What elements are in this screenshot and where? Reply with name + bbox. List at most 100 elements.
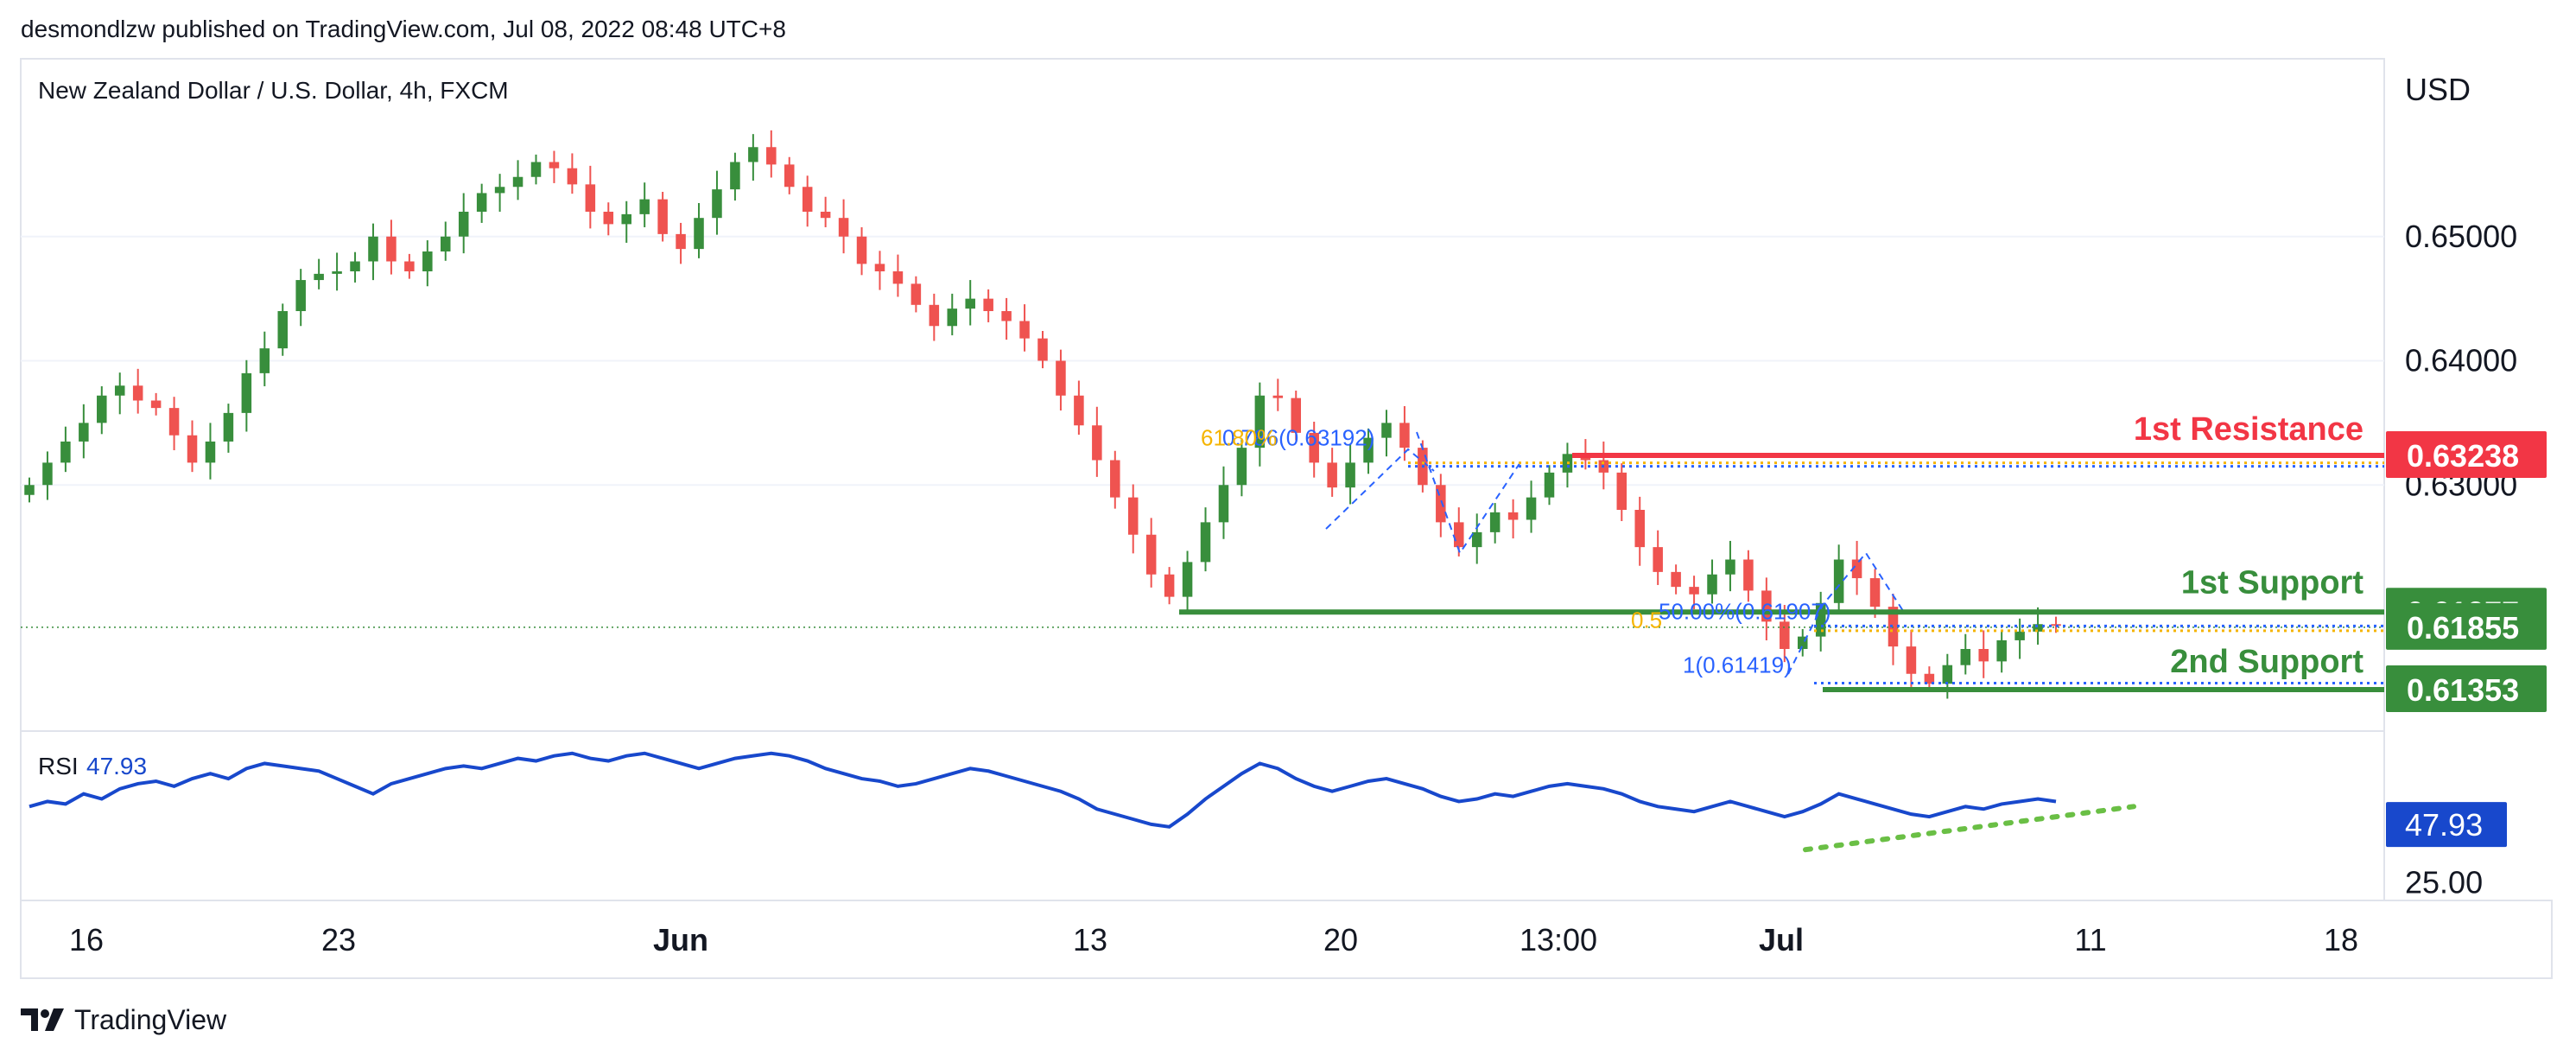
candle-body (549, 162, 560, 169)
candle-body (965, 298, 975, 309)
candle-body (585, 184, 596, 212)
annotation-label: 50.00%(0.61907) (1659, 598, 1830, 624)
time-axis (20, 900, 2553, 979)
candle-body (1037, 338, 1048, 361)
candle-body (639, 199, 650, 214)
candle-body (1507, 512, 1519, 520)
candle-body (223, 412, 234, 442)
candle-body (1399, 423, 1410, 448)
candle-body (694, 218, 704, 250)
rsi-value-badge (2386, 802, 2507, 848)
candle-body (1164, 574, 1175, 597)
candle-body (1471, 531, 1482, 548)
candle-body (603, 212, 614, 225)
candle-body (1110, 460, 1120, 498)
annotation-label: 1st Support (2181, 564, 2363, 601)
candle-body (910, 283, 922, 305)
rsi-value-text: 47.93 (86, 753, 147, 779)
candle-body (368, 236, 378, 262)
candle-body (748, 147, 758, 162)
candle-body (1634, 510, 1645, 548)
candle-body (621, 213, 631, 225)
candle-body (1489, 512, 1501, 532)
candle-body (1924, 673, 1935, 684)
fib-swing-3[interactable] (1787, 551, 1906, 675)
candle-body (1309, 432, 1319, 463)
candle-body (1815, 602, 1826, 637)
candle-body (277, 311, 289, 349)
candle-body (1616, 472, 1627, 510)
candle-body (42, 462, 53, 486)
time-tick-label: 11 (2074, 922, 2106, 957)
candle-body (441, 236, 451, 251)
candle-body (1127, 497, 1139, 535)
time-tick-label: 13 (1073, 922, 1107, 957)
candle-body (856, 236, 867, 264)
candle-body (929, 304, 940, 327)
time-tick-label: 13:00 (1520, 922, 1597, 957)
candle-body (838, 218, 849, 237)
candle-body (1291, 398, 1302, 433)
candle-body (1996, 639, 2007, 662)
candle-body (1833, 559, 1844, 603)
level-badge (2386, 602, 2547, 650)
candle-body (1200, 522, 1211, 563)
time-tick-label: Jul (1759, 922, 1804, 957)
rsi-value-badge-label: 47.93 (2405, 807, 2483, 843)
time-tick-label: 16 (69, 922, 104, 957)
candle-body (132, 385, 143, 401)
time-tick-label: 20 (1323, 922, 1358, 957)
candle-body (567, 168, 578, 185)
candle-body (712, 189, 722, 219)
candle-body (314, 273, 324, 281)
candle-body (892, 271, 904, 284)
price-tick-label: 0.64000 (2405, 343, 2517, 379)
tradingview-logo-icon (21, 1008, 64, 1031)
candle-body (1381, 423, 1392, 438)
rsi-pane (20, 730, 2385, 901)
candle-body (458, 212, 469, 237)
candle-body (1544, 472, 1555, 498)
candle-body (2014, 631, 2025, 640)
candle-body (820, 212, 831, 219)
level-badge (2386, 665, 2547, 713)
candle-body (386, 236, 397, 262)
time-tick-label: 18 (2324, 922, 2358, 957)
candle-body (1797, 636, 1808, 649)
candle-body (205, 441, 216, 463)
candle-body (404, 261, 415, 271)
candle-body (784, 164, 795, 188)
candle-body (1363, 437, 1374, 463)
candle-body (168, 408, 180, 436)
candle-body (97, 395, 107, 423)
candle-body (1906, 646, 1917, 674)
candle-body (1056, 360, 1066, 396)
candle-body (947, 309, 958, 327)
candle-body (1345, 462, 1355, 488)
candle-body (350, 261, 360, 271)
candle-body (1761, 590, 1772, 622)
candle-body (60, 441, 71, 463)
fib-swing-1[interactable] (1325, 448, 1435, 530)
level-badge-label: 0.63238 (2407, 438, 2519, 474)
candle-body (1743, 559, 1754, 591)
candle-body (1526, 497, 1537, 520)
candle-body (1960, 649, 1971, 665)
candle-body (476, 193, 487, 212)
candle-body (1436, 485, 1446, 523)
candle-body (874, 264, 885, 271)
candle-body (259, 348, 270, 373)
rsi-line (29, 751, 2057, 829)
brand-footer[interactable]: TradingView (21, 1002, 226, 1037)
candle-body (1653, 547, 1663, 572)
candle-body (24, 485, 35, 495)
candle-body (802, 187, 813, 212)
candle-body (187, 435, 198, 463)
annotation-label: 1(0.61419) (1683, 652, 1792, 678)
candle-body (1145, 534, 1157, 575)
fib-swing-2[interactable] (1416, 431, 1521, 556)
candle-body (657, 199, 668, 234)
candle-body (1689, 587, 1699, 595)
brand-name: TradingView (74, 1003, 227, 1035)
